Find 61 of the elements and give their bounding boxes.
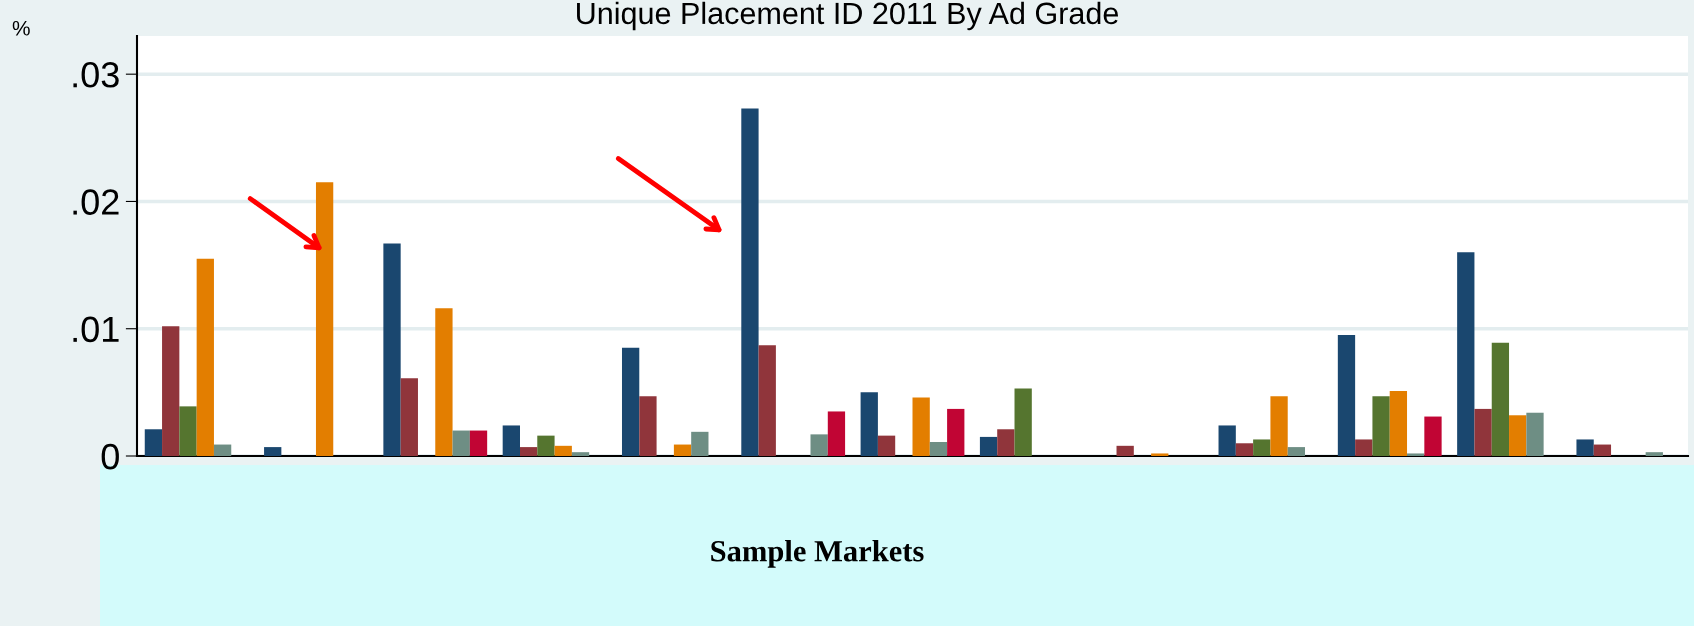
bar (947, 408, 965, 456)
bar (1424, 416, 1442, 456)
bar (162, 326, 180, 456)
bar (827, 411, 846, 456)
bar (1218, 425, 1236, 456)
bar (1287, 447, 1306, 456)
bar (1593, 444, 1612, 456)
bar (144, 429, 163, 456)
bar (435, 308, 453, 456)
bar (537, 435, 555, 456)
bar (571, 452, 590, 456)
y-tick-label: .03 (73, 62, 119, 88)
bar (502, 425, 520, 456)
bar (810, 434, 828, 456)
bar (929, 442, 948, 456)
bar (1151, 453, 1169, 456)
bar (1474, 408, 1492, 456)
bar (860, 392, 878, 456)
bar (1645, 452, 1663, 456)
bar (758, 345, 776, 456)
bar (1457, 252, 1475, 456)
bar (1337, 335, 1356, 456)
bar (877, 435, 896, 456)
bar (741, 108, 759, 456)
bar (1372, 396, 1390, 456)
bar (979, 436, 998, 456)
bar (1509, 415, 1527, 456)
bar (519, 447, 538, 456)
bar (179, 406, 197, 456)
bar (1014, 388, 1032, 456)
bar (1389, 391, 1408, 456)
y-axis-title: % (12, 20, 30, 36)
bar (383, 243, 401, 456)
bar (400, 378, 418, 456)
bar (213, 444, 232, 456)
bar (1526, 412, 1544, 456)
bar (196, 258, 214, 456)
bar (1491, 342, 1510, 456)
bar (1253, 439, 1271, 456)
y-tick-label: 0 (101, 443, 119, 470)
bar (554, 445, 572, 456)
bar (621, 347, 640, 456)
bar (673, 444, 692, 456)
bar (1576, 439, 1594, 456)
bar (1355, 439, 1373, 456)
bar (912, 397, 930, 456)
bar (997, 429, 1015, 456)
bar (264, 447, 282, 456)
bar (1116, 445, 1134, 456)
bar (1407, 453, 1425, 456)
bar (691, 431, 709, 456)
chart-title: Unique Placement ID 2011 By Ad Grade (577, 1, 1118, 31)
y-tick-label: .02 (73, 189, 119, 215)
bar (452, 430, 470, 456)
bar (1270, 396, 1288, 456)
bar (315, 182, 334, 456)
y-tick-label: .01 (73, 316, 119, 343)
x-axis-title: Sample Markets (711, 540, 924, 568)
bar (639, 396, 657, 456)
bar (1235, 443, 1254, 456)
bar (469, 430, 488, 456)
